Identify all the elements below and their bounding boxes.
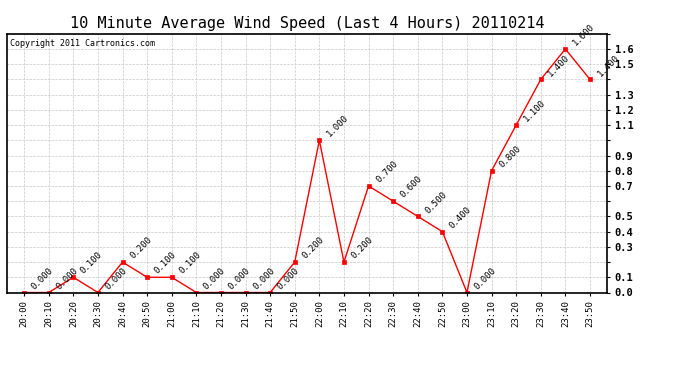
Title: 10 Minute Average Wind Speed (Last 4 Hours) 20110214: 10 Minute Average Wind Speed (Last 4 Hou…: [70, 16, 544, 31]
Text: 0.100: 0.100: [152, 251, 178, 276]
Text: 0.200: 0.200: [128, 235, 153, 261]
Text: 1.400: 1.400: [595, 53, 621, 78]
Text: 1.000: 1.000: [325, 114, 351, 139]
Text: 0.000: 0.000: [202, 266, 227, 291]
Text: 0.100: 0.100: [177, 251, 203, 276]
Text: 0.500: 0.500: [424, 190, 448, 215]
Text: 0.000: 0.000: [55, 266, 79, 291]
Text: 0.000: 0.000: [473, 266, 498, 291]
Text: 1.400: 1.400: [546, 53, 572, 78]
Text: 0.000: 0.000: [30, 266, 55, 291]
Text: 1.100: 1.100: [522, 98, 547, 124]
Text: 1.600: 1.600: [571, 22, 596, 48]
Text: 0.200: 0.200: [350, 235, 375, 261]
Text: 0.700: 0.700: [374, 159, 400, 184]
Text: 0.600: 0.600: [399, 174, 424, 200]
Text: 0.000: 0.000: [276, 266, 301, 291]
Text: 0.200: 0.200: [300, 235, 326, 261]
Text: Copyright 2011 Cartronics.com: Copyright 2011 Cartronics.com: [10, 39, 155, 48]
Text: 0.000: 0.000: [226, 266, 252, 291]
Text: 0.000: 0.000: [104, 266, 129, 291]
Text: 0.000: 0.000: [251, 266, 277, 291]
Text: 0.100: 0.100: [79, 251, 104, 276]
Text: 0.400: 0.400: [448, 205, 473, 230]
Text: 0.800: 0.800: [497, 144, 522, 170]
